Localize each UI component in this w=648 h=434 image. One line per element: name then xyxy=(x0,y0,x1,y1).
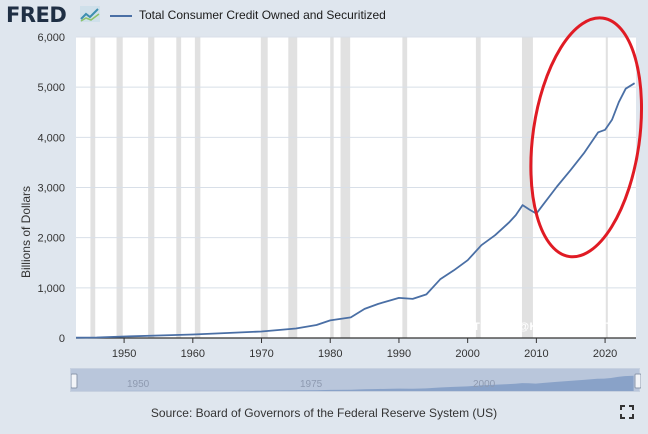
y-tick-label: 3,000 xyxy=(37,183,65,195)
highlight-ellipse xyxy=(529,16,644,259)
x-tick-label: 1990 xyxy=(387,348,411,360)
source-note: Source: Board of Governors of the Federa… xyxy=(150,406,498,420)
y-tick-label: 0 xyxy=(59,333,65,345)
y-tick-label: 6,000 xyxy=(37,32,65,44)
y-tick-label: 4,000 xyxy=(37,132,65,144)
y-axis-label: Billions of Dollars xyxy=(19,185,33,279)
series-line xyxy=(75,82,636,339)
x-tick-label: 1980 xyxy=(318,348,342,360)
fred-logo[interactable]: FRED xyxy=(6,3,67,27)
navigator-label: 1950 xyxy=(127,379,150,390)
chart-header: FRED Total Consumer Credit Owned and Sec… xyxy=(0,0,648,30)
x-tick-label: 1960 xyxy=(181,348,205,360)
x-tick-label: 1970 xyxy=(249,348,273,360)
navigator-left-handle[interactable] xyxy=(70,373,78,389)
navigator-label: 2000 xyxy=(473,379,496,390)
range-navigator[interactable]: 1950 1975 2000 xyxy=(70,368,642,392)
navigator-plot: 1950 1975 2000 xyxy=(70,373,642,391)
y-tick-label: 2,000 xyxy=(37,233,65,245)
x-tick-label: 2000 xyxy=(455,348,479,360)
legend-label: Total Consumer Credit Owned and Securiti… xyxy=(139,8,386,22)
y-tick-label: 1,000 xyxy=(37,283,65,295)
watermark: POSTED BY @KOBEISSILETTER xyxy=(449,321,629,333)
navigator-label: 1975 xyxy=(300,379,323,390)
x-tick-label: 1950 xyxy=(112,348,136,360)
navigator-right-handle[interactable] xyxy=(634,373,642,389)
fullscreen-icon[interactable] xyxy=(620,405,634,419)
legend-swatch xyxy=(110,15,132,17)
x-tick-label: 2010 xyxy=(524,348,548,360)
x-tick-label: 2020 xyxy=(593,348,617,360)
y-tick-label: 5,000 xyxy=(37,82,65,94)
chart-trend-icon xyxy=(80,6,100,22)
navigator-area xyxy=(77,375,634,391)
